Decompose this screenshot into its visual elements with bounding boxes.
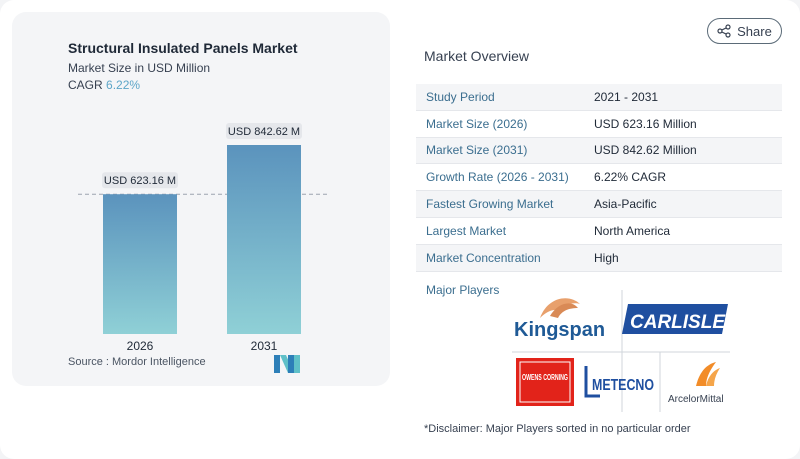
overview-row-value: North America	[594, 223, 671, 238]
chart-subtitle: Market Size in USD Million	[68, 61, 211, 75]
major-players-logos: Kingspan CARLISLE OWENS CORNING METECNO …	[512, 290, 730, 412]
data-label-bg	[226, 123, 302, 139]
chart-title: Structural Insulated Panels Market	[68, 40, 298, 56]
source-note: Source : Mordor Intelligence	[68, 356, 206, 368]
kingspan-logo: Kingspan	[514, 298, 605, 341]
carlisle-text: CARLISLE	[630, 312, 726, 333]
x-tick-label: 2026	[127, 339, 154, 353]
arcelormittal-logo: ArcelorMittal	[668, 362, 724, 405]
overview-row-label: Largest Market	[426, 223, 507, 238]
owens-corning-text: OWENS CORNING	[522, 373, 568, 382]
bar-2026	[103, 194, 177, 334]
major-players-label: Major Players	[426, 283, 500, 297]
overview-row: Largest Market North America	[416, 218, 782, 245]
overview-row-label: Study Period	[426, 89, 495, 104]
bar-chart: USD 623.16 M 2026 USD 842.62 M 2031	[78, 123, 330, 353]
owens-corning-logo: OWENS CORNING	[516, 358, 574, 406]
kingspan-text: Kingspan	[514, 319, 605, 341]
disclaimer: *Disclaimer: Major Players sorted in no …	[424, 423, 691, 435]
arcelormittal-text: ArcelorMittal	[668, 394, 724, 405]
overview-row-value: USD 623.16 Million	[594, 116, 697, 131]
overview-row-value: 2021 - 2031	[594, 89, 659, 104]
share-label: Share	[737, 23, 772, 39]
overview-title: Market Overview	[424, 48, 530, 64]
data-label: USD 623.16 M	[104, 175, 176, 187]
overview-row-label: Fastest Growing Market	[426, 197, 554, 212]
overview-row-label: Growth Rate (2026 - 2031)	[426, 170, 569, 185]
share-icon	[717, 24, 731, 38]
overview-table: Study Period 2021 - 2031 Market Size (2026…	[416, 84, 782, 272]
chart-card	[12, 12, 390, 386]
data-label: USD 842.62 M	[228, 126, 300, 138]
x-tick-label: 2031	[251, 339, 278, 353]
metecno-logo: METECNO	[584, 366, 654, 398]
overview-row-label: Market Size (2031)	[426, 143, 528, 158]
data-label-bg	[102, 172, 178, 189]
overview-row: Market Concentration High	[416, 244, 782, 272]
carlisle-logo: CARLISLE	[622, 304, 728, 334]
overview-row: Market Size (2026) USD 623.16 Million	[416, 111, 782, 138]
cagr-label: CAGR	[68, 78, 103, 92]
overview-row-value: Asia-Pacific	[594, 197, 657, 212]
overview-row-label: Market Concentration	[426, 250, 541, 265]
share-button[interactable]: Share	[707, 18, 782, 44]
metecno-text: METECNO	[592, 377, 654, 394]
bar-2031	[227, 145, 301, 334]
overview-row: Study Period 2021 - 2031	[416, 84, 782, 111]
cagr-line: CAGR 6.22%	[68, 78, 140, 92]
overview-row-value: High	[594, 250, 619, 265]
overview-row-value: 6.22% CAGR	[594, 170, 667, 185]
overview-row: Fastest Growing Market Asia-Pacific	[416, 191, 782, 218]
overview-row-label: Market Size (2026)	[426, 116, 528, 131]
overview-row: Growth Rate (2026 - 2031) 6.22% CAGR	[416, 164, 782, 192]
overview-row-value: USD 842.62 Million	[594, 143, 697, 158]
mordor-logo-icon	[274, 355, 300, 373]
cagr-value: 6.22%	[106, 78, 141, 92]
overview-row: Market Size (2031) USD 842.62 Million	[416, 137, 782, 165]
